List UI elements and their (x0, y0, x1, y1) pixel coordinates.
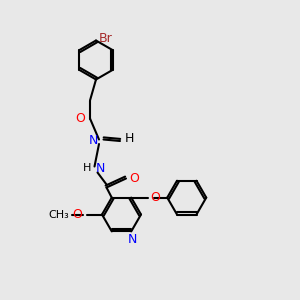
Text: Br: Br (99, 32, 113, 46)
Text: H: H (124, 131, 134, 145)
Text: O: O (151, 191, 160, 204)
Text: O: O (76, 112, 85, 125)
Text: H: H (83, 163, 91, 173)
Text: O: O (73, 208, 82, 221)
Text: N: N (128, 233, 137, 246)
Text: N: N (96, 161, 105, 175)
Text: CH₃: CH₃ (48, 209, 69, 220)
Text: O: O (129, 172, 139, 185)
Text: N: N (88, 134, 98, 148)
